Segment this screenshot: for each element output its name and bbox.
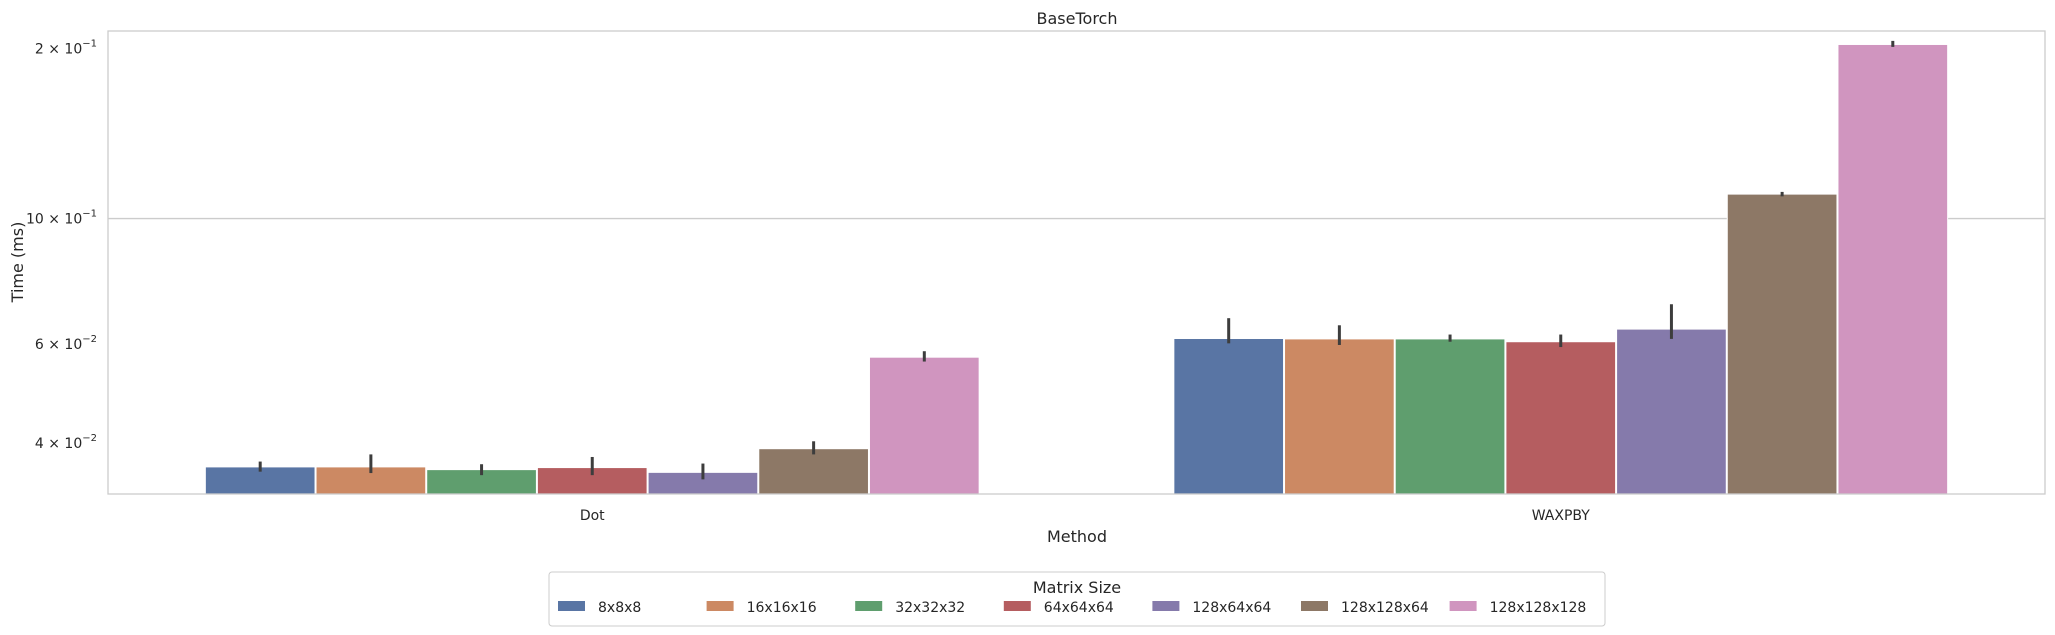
legend-swatch: [558, 601, 585, 611]
legend-swatch: [1449, 601, 1477, 611]
legend-label: 32x32x32: [895, 600, 965, 616]
legend-swatch: [1003, 601, 1031, 611]
y-tick-labels: 4 × 10−2 6 × 10−2 10 × 10−1 2 × 10−1: [26, 39, 97, 452]
legend-label: 64x64x64: [1044, 600, 1114, 616]
legend-label: 128x128x128: [1490, 600, 1587, 616]
plot-frame: [107, 30, 2046, 495]
bar: [1505, 341, 1617, 495]
y-axis-label: Time (ms): [8, 222, 27, 304]
x-axis-label: Method: [1047, 527, 1107, 546]
x-tick-label: WAXPBY: [1532, 508, 1591, 524]
bar: [1726, 193, 1838, 495]
legend-title: Matrix Size: [1033, 578, 1121, 597]
y-tick-label: 10 × 10−1: [26, 209, 97, 228]
legend-label: 128x128x64: [1341, 600, 1429, 616]
legend-label: 16x16x16: [747, 600, 817, 616]
bar: [1837, 43, 1949, 495]
legend-label: 128x64x64: [1192, 600, 1271, 616]
legend-swatch: [855, 601, 883, 611]
legend: Matrix Size 8x8x8 16x16x16 32x32x32 64x64x6…: [548, 571, 1606, 627]
bar: [1284, 338, 1395, 495]
bar: [758, 448, 869, 495]
bar: [1394, 338, 1506, 495]
error-bars: [258, 40, 1895, 480]
legend-swatch: [706, 601, 734, 611]
chart-title: BaseTorch: [1037, 9, 1118, 28]
y-tick-label: 6 × 10−2: [35, 334, 97, 353]
y-tick-label: 4 × 10−2: [35, 433, 97, 452]
bar: [1173, 338, 1285, 495]
legend-swatch: [1152, 601, 1180, 611]
bars: [204, 43, 1949, 495]
x-tick-labels: Dot WAXPBY: [580, 508, 1590, 524]
legend-frame: [548, 571, 1606, 627]
legend-items: 8x8x8 16x16x16 32x32x32 64x64x64 128x64x64 12…: [558, 600, 1586, 616]
bar: [868, 356, 980, 495]
legend-swatch: [1301, 601, 1328, 611]
y-tick-label: 2 × 10−1: [35, 39, 97, 58]
legend-label: 8x8x8: [598, 600, 641, 616]
x-tick-label: Dot: [580, 508, 605, 524]
bar: [1616, 328, 1727, 495]
